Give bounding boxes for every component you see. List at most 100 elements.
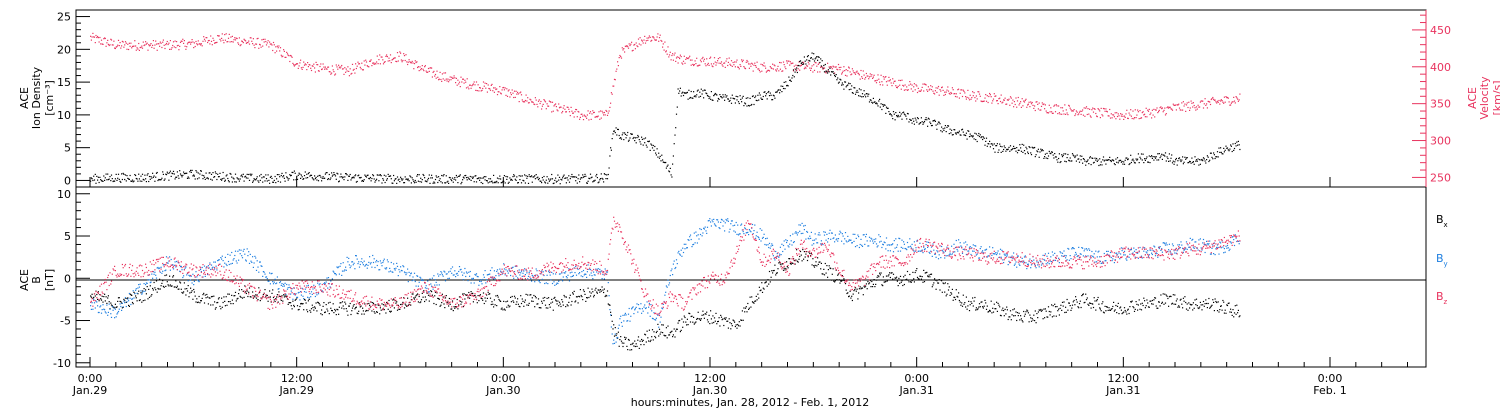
bx-series-point bbox=[944, 291, 946, 293]
bx-series-point bbox=[902, 284, 904, 287]
by-series-point bbox=[162, 270, 164, 272]
by-series-point bbox=[144, 290, 146, 292]
density-series-point bbox=[1061, 156, 1064, 158]
bx-series-point bbox=[1207, 302, 1209, 305]
bx-series-point bbox=[1117, 302, 1119, 304]
by-series-point bbox=[482, 278, 484, 281]
velocity-series-point bbox=[97, 37, 99, 39]
density-series-point bbox=[1066, 157, 1068, 159]
density-series-point bbox=[772, 99, 774, 101]
velocity-series-point bbox=[269, 41, 271, 43]
density-series-point bbox=[529, 175, 531, 178]
bx-series-point bbox=[333, 312, 335, 314]
velocity-series-point bbox=[1130, 109, 1132, 111]
density-series-point bbox=[879, 98, 881, 100]
density-series-point bbox=[761, 98, 763, 100]
by-series-point bbox=[475, 274, 477, 276]
density-series-point bbox=[789, 79, 791, 81]
density-series-point bbox=[690, 90, 692, 93]
bx-series-point bbox=[536, 303, 538, 305]
bx-series-point bbox=[386, 301, 388, 304]
velocity-series-point bbox=[807, 61, 809, 63]
velocity-series-point bbox=[1200, 100, 1202, 102]
density-series-point bbox=[1020, 150, 1022, 152]
bx-series-point bbox=[744, 307, 747, 309]
bx-series-point bbox=[788, 258, 790, 260]
velocity-series-point bbox=[712, 66, 714, 68]
velocity-series-point bbox=[271, 44, 273, 46]
by-series-point bbox=[373, 258, 375, 260]
velocity-series-point bbox=[172, 44, 174, 47]
by-series-point bbox=[230, 263, 232, 265]
bx-series-point bbox=[544, 296, 546, 299]
density-series-point bbox=[849, 83, 851, 85]
velocity-series-point bbox=[484, 82, 486, 84]
density-series-point bbox=[484, 179, 486, 181]
bx-series-point bbox=[1082, 294, 1084, 296]
density-series-point bbox=[897, 114, 899, 116]
density-series-point bbox=[673, 143, 675, 145]
density-series-point bbox=[308, 172, 310, 174]
density-series-point bbox=[899, 111, 901, 113]
bx-series-point bbox=[815, 261, 817, 263]
by-series-point bbox=[494, 277, 496, 280]
density-series-point bbox=[515, 179, 517, 181]
density-series-point bbox=[222, 171, 224, 174]
density-series-point bbox=[263, 176, 265, 178]
velocity-series-point bbox=[434, 75, 436, 77]
velocity-series-point bbox=[634, 43, 636, 46]
bx-series-point bbox=[196, 298, 198, 300]
velocity-series-point bbox=[342, 68, 344, 70]
velocity-series-point bbox=[381, 56, 383, 58]
velocity-series-point bbox=[1093, 108, 1095, 110]
by-series-point bbox=[424, 287, 426, 289]
bx-series-point bbox=[1209, 306, 1212, 308]
by-series-point bbox=[366, 267, 368, 269]
velocity-series-point bbox=[753, 64, 755, 66]
velocity-series-point bbox=[551, 101, 554, 103]
density-series-point bbox=[372, 175, 375, 177]
velocity-series-point bbox=[584, 115, 586, 117]
velocity-series-point bbox=[582, 119, 585, 121]
velocity-series-point bbox=[1037, 103, 1039, 105]
bx-series-point bbox=[1231, 314, 1233, 316]
bx-series-point bbox=[420, 301, 422, 303]
bx-series-point bbox=[841, 280, 843, 282]
density-series-point bbox=[1005, 150, 1007, 152]
velocity-series-point bbox=[772, 68, 774, 70]
density-series-point bbox=[667, 164, 669, 166]
bx-series-point bbox=[1037, 317, 1039, 319]
velocity-series-point bbox=[488, 87, 490, 90]
density-series-point bbox=[460, 183, 462, 185]
velocity-series-point bbox=[115, 46, 117, 48]
bx-series-point bbox=[679, 331, 681, 333]
bx-series-point bbox=[889, 276, 891, 279]
by-series-point bbox=[226, 264, 228, 267]
density-series-point bbox=[1013, 145, 1015, 147]
velocity-series-point bbox=[358, 63, 361, 65]
density-series-point bbox=[685, 92, 687, 94]
density-series-point bbox=[1173, 163, 1175, 165]
velocity-series-point bbox=[620, 56, 622, 58]
density-series-point bbox=[946, 126, 948, 128]
density-series-point bbox=[447, 180, 449, 182]
bx-series-point bbox=[372, 302, 374, 304]
velocity-series-point bbox=[219, 38, 221, 40]
bx-series-point bbox=[132, 303, 134, 305]
bx-series-point bbox=[373, 311, 375, 313]
bx-series-point bbox=[169, 284, 171, 286]
bx-series-point bbox=[769, 281, 771, 283]
velocity-series-point bbox=[710, 56, 712, 58]
by-series-point bbox=[328, 283, 330, 285]
velocity-series-point bbox=[214, 42, 216, 44]
velocity-series-point bbox=[359, 66, 361, 68]
velocity-series-point bbox=[800, 64, 802, 66]
density-series-point bbox=[1193, 163, 1195, 165]
density-series-point bbox=[149, 178, 151, 180]
velocity-series-point bbox=[716, 62, 718, 64]
velocity-series-point bbox=[187, 42, 189, 44]
density-series-point bbox=[1137, 153, 1139, 155]
density-series-point bbox=[600, 173, 602, 175]
velocity-series-point bbox=[882, 84, 884, 86]
density-series-point bbox=[907, 113, 909, 115]
